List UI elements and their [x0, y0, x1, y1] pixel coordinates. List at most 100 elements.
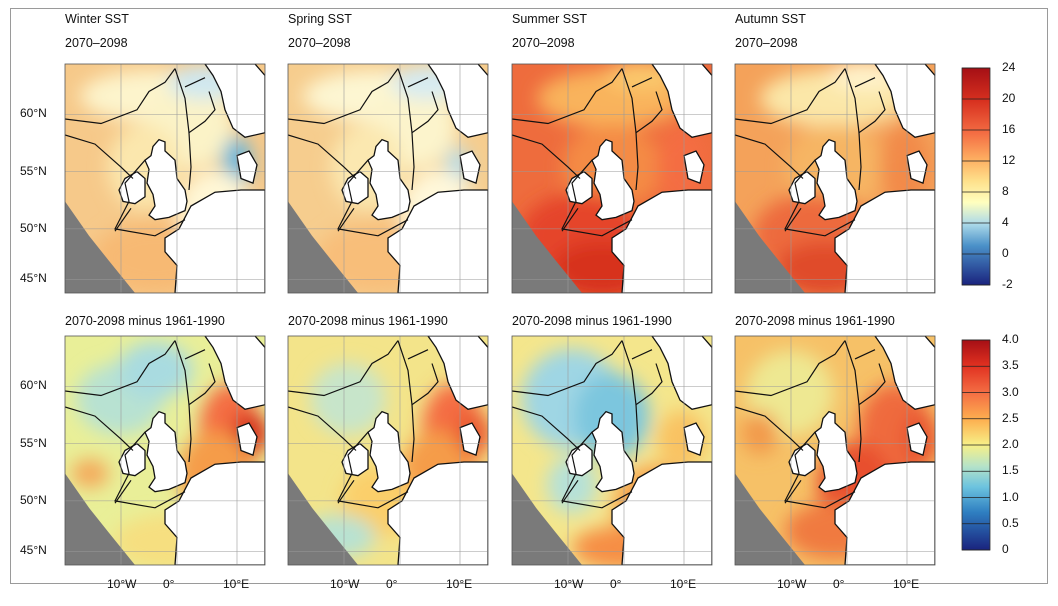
land-gb	[591, 410, 635, 493]
panel-title: 2070-2098 minus 1961-1990	[65, 314, 225, 328]
region-boundary	[397, 340, 439, 406]
panel-title: 2070-2098 minus 1961-1990	[735, 314, 895, 328]
sst-map-panel	[64, 335, 266, 566]
land-nw	[204, 336, 265, 411]
lon-label: 0°	[163, 577, 175, 591]
panel-border	[64, 335, 266, 566]
region-boundary	[407, 349, 429, 360]
colorbar	[961, 67, 991, 286]
region-boundary	[288, 340, 399, 397]
land-nw	[874, 64, 935, 139]
colorbar-tick-label: 2.0	[1002, 437, 1019, 451]
region-boundary	[844, 68, 886, 134]
land-nw	[651, 336, 712, 411]
region-boundary	[288, 134, 357, 179]
region-boundary	[621, 68, 663, 134]
outside-domain-mask	[288, 201, 358, 293]
region-boundary	[407, 77, 429, 88]
land-ie	[118, 442, 146, 477]
panel-title: Autumn SST	[735, 12, 806, 26]
region-boundary	[512, 68, 623, 125]
region-boundary	[65, 406, 134, 451]
land-dk	[459, 422, 481, 456]
panel-border	[64, 63, 266, 294]
lon-label: 10°W	[777, 577, 807, 591]
panel-title: Summer SST	[512, 12, 588, 26]
land-nw	[204, 64, 265, 139]
lon-label: 10°W	[330, 577, 360, 591]
land-gb	[367, 138, 411, 221]
sst-anomaly-blob	[117, 341, 193, 399]
sst-map-panel	[511, 335, 713, 566]
region-boundary	[288, 68, 399, 125]
panel-title: Spring SST	[288, 12, 352, 26]
outside-domain-mask	[735, 201, 805, 293]
land-nw	[427, 336, 488, 411]
region-boundary	[411, 404, 415, 463]
panel-border	[287, 63, 489, 294]
colorbar-tick-label: -2	[1002, 277, 1013, 291]
land-nw	[874, 336, 935, 411]
land-gb	[144, 410, 188, 493]
sst-map-panel	[287, 335, 489, 566]
region-boundary	[844, 340, 886, 406]
colorbar-tick-label: 2.5	[1002, 410, 1019, 425]
panel-border	[511, 63, 713, 294]
land-dk	[683, 422, 705, 456]
sst-map-panel	[64, 63, 266, 294]
colorbar-tick-label: 0	[1002, 246, 1009, 260]
lon-label: 10°W	[107, 577, 137, 591]
region-boundary	[621, 340, 663, 406]
land-gb	[814, 410, 858, 493]
region-boundary	[735, 340, 846, 397]
panel-title: 2070-2098 minus 1961-1990	[288, 314, 448, 328]
colorbar-tick-label: 24	[1002, 60, 1016, 74]
land-nw	[427, 64, 488, 139]
colorbar-tick-label: 16	[1002, 122, 1016, 136]
region-boundary	[858, 404, 862, 463]
land-ie	[341, 170, 369, 205]
land-dk	[236, 150, 258, 184]
region-boundary	[784, 159, 856, 237]
lat-label: 55°N	[20, 163, 47, 178]
land-ie	[788, 170, 816, 205]
region-boundary	[337, 159, 409, 237]
outside-domain-mask	[65, 473, 135, 565]
region-boundary	[65, 68, 176, 125]
region-boundary	[411, 132, 415, 191]
sst-anomaly-blob	[71, 459, 109, 488]
colorbar-tick-label: 0	[1002, 542, 1009, 556]
region-boundary	[735, 406, 804, 451]
region-boundary	[854, 77, 876, 88]
sst-anomaly-blob	[657, 124, 707, 210]
panel-border	[287, 335, 489, 566]
region-boundary	[114, 479, 132, 504]
land-ie	[788, 442, 816, 477]
region-boundary	[188, 132, 192, 191]
region-boundary	[784, 207, 802, 232]
lat-label: 45°N	[20, 543, 47, 558]
region-boundary	[858, 132, 862, 191]
lon-label: 10°E	[223, 577, 250, 591]
region-boundary	[635, 404, 639, 463]
colorbar-tick-label: 3.5	[1002, 358, 1019, 373]
colorbar-tick-label: 1.5	[1002, 463, 1019, 478]
colorbar-tick-label: 8	[1002, 184, 1009, 198]
sst-map-panel	[734, 63, 936, 294]
land-dk	[459, 150, 481, 184]
panel-subtitle: 2070–2098	[288, 36, 351, 50]
panel-subtitle: 2070–2098	[65, 36, 128, 50]
land-gb	[814, 138, 858, 221]
outside-domain-mask	[512, 473, 582, 565]
region-boundary	[337, 207, 355, 232]
lat-label: 50°N	[20, 220, 47, 235]
colorbar-tick-label: 0.5	[1002, 515, 1019, 530]
region-boundary	[184, 349, 206, 360]
region-boundary	[512, 134, 581, 179]
region-boundary	[288, 406, 357, 451]
outside-domain-mask	[65, 201, 135, 293]
region-boundary	[337, 431, 409, 509]
region-boundary	[114, 431, 186, 509]
panel-subtitle: 2070–2098	[512, 36, 575, 50]
